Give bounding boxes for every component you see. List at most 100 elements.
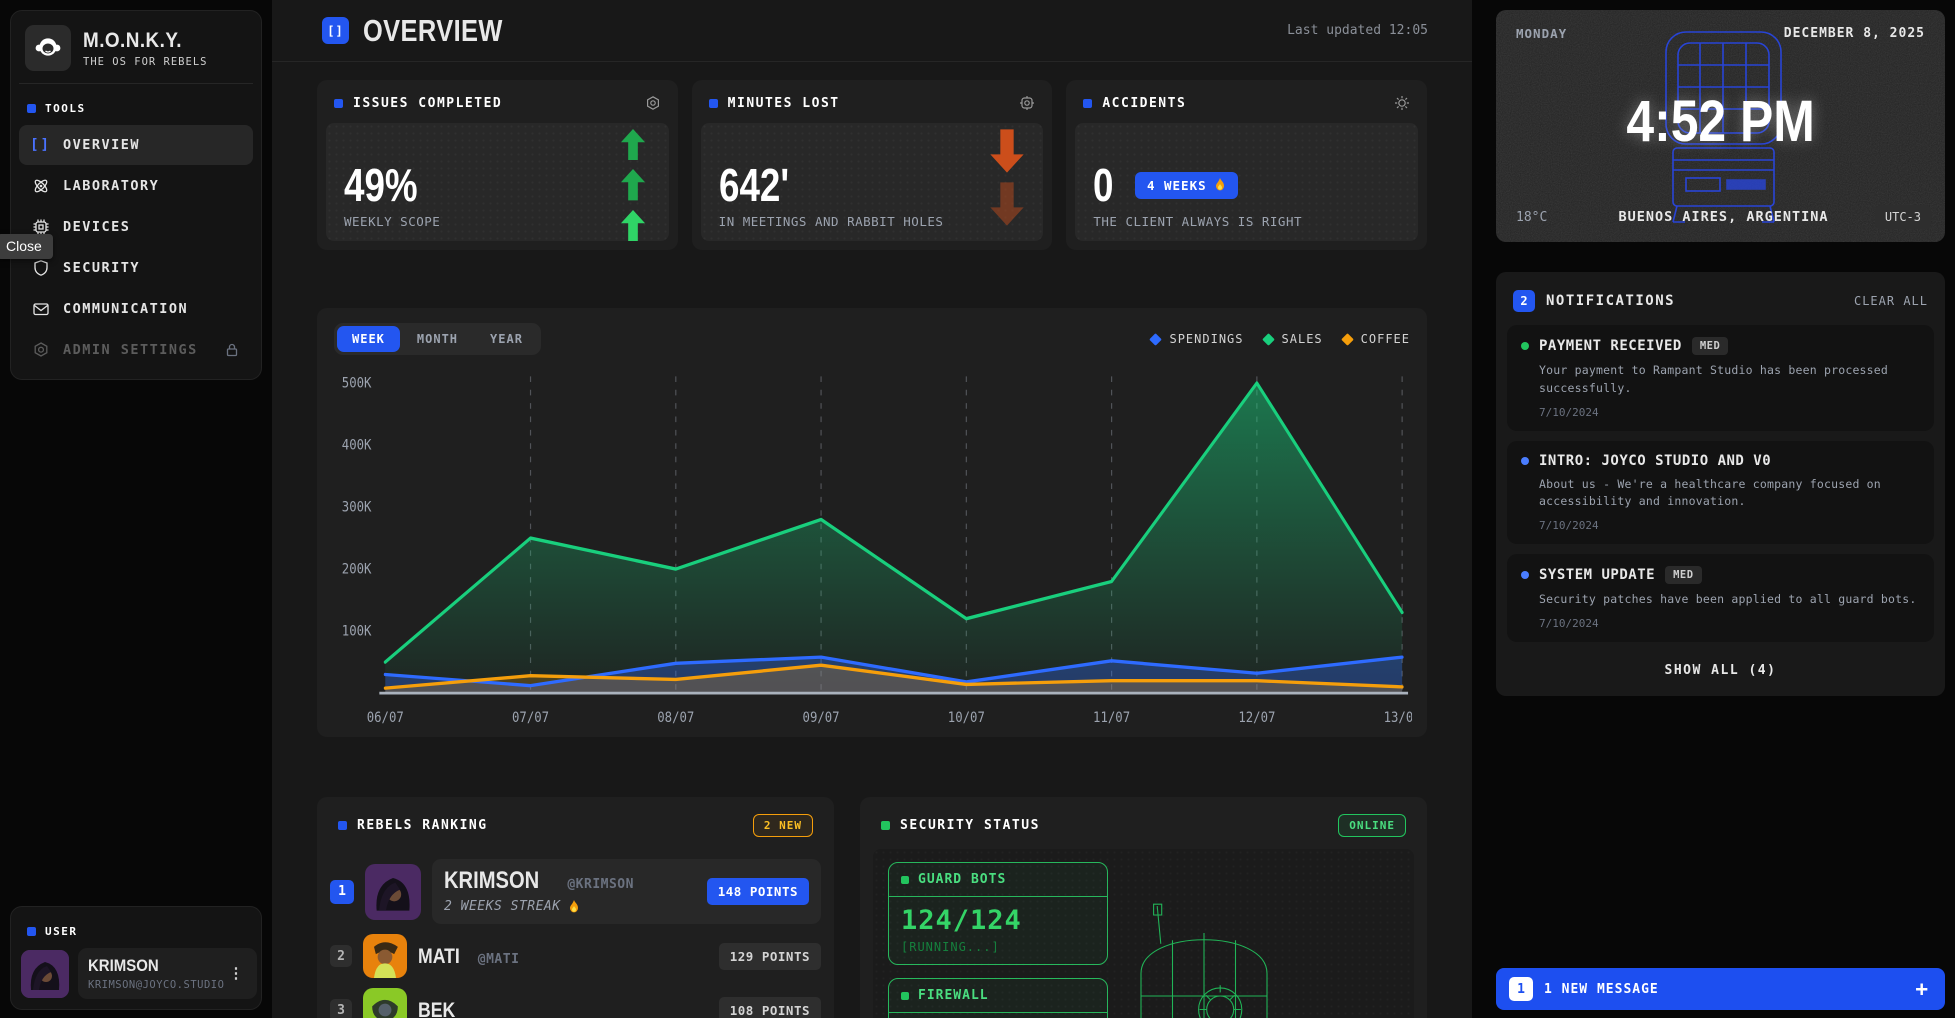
settings-chip-icon[interactable] <box>1019 95 1035 111</box>
notification-count-badge: 2 <box>1513 290 1535 312</box>
user-info: KRIMSON KRIMSON@JOYCO.STUDIO <box>88 956 224 991</box>
svg-text:200K: 200K <box>342 562 372 578</box>
notification-body: About us - We're a healthcare company fo… <box>1539 476 1881 509</box>
user-menu-button[interactable]: ⋮ <box>228 964 244 983</box>
guard-bots-box: GUARD BOTS 124/124 [RUNNING...] <box>888 862 1108 965</box>
settings-gear-icon[interactable] <box>645 95 661 111</box>
ranking-row-3[interactable]: 3 BEK 108 POINTS <box>330 988 821 1018</box>
svg-text:06/07: 06/07 <box>367 710 404 726</box>
legend-sales: SALES <box>1261 332 1323 346</box>
section-marker-icon <box>27 927 36 936</box>
sidebar-item-admin-settings[interactable]: ADMIN SETTINGS <box>19 330 253 370</box>
trend-down-arrows-icon <box>987 129 1027 241</box>
new-message-bar[interactable]: 1 1 NEW MESSAGE + <box>1496 968 1945 1010</box>
overview-title-icon: [] <box>322 17 349 44</box>
user-name: KRIMSON <box>88 956 159 975</box>
sidebar-item-laboratory[interactable]: LABORATORY <box>19 166 253 206</box>
date-label: DECEMBER 8, 2025 <box>1783 26 1925 41</box>
clear-all-button[interactable]: CLEAR ALL <box>1853 294 1928 308</box>
main-header: [] OVERVIEW Last updated 12:05 <box>272 0 1472 62</box>
accidents-streak-badge: 4 WEEKS <box>1134 171 1238 199</box>
trend-up-arrows-icon <box>613 129 653 241</box>
tab-week[interactable]: WEEK <box>337 326 400 352</box>
shield-icon <box>31 259 50 278</box>
rebel-streak: 2 WEEKS STREAK <box>444 899 561 914</box>
tools-section-label: TOOLS <box>19 92 253 125</box>
app-title: M.O.N.K.Y. <box>83 28 183 52</box>
user-avatar <box>21 949 69 998</box>
app-subtitle: THE OS FOR REBELS <box>83 55 208 68</box>
main-body: ISSUES COMPLETED 49% <box>272 62 1472 1018</box>
time-display: 4:52 PM <box>1626 89 1815 154</box>
notification-item-payment[interactable]: PAYMENT RECEIVED MED Your payment to Ram… <box>1507 325 1934 431</box>
svg-text:12/07: 12/07 <box>1238 710 1275 726</box>
notification-item-intro[interactable]: INTRO: JOYCO STUDIO AND V0 About us - We… <box>1507 440 1934 545</box>
rebels-ranking-card: REBELS RANKING 2 NEW 1 <box>317 797 834 1018</box>
sidebar-item-devices[interactable]: DEVICES <box>19 207 253 247</box>
firewall-box: FIREWALL 99.9% <box>888 978 1108 1018</box>
sidebar-item-overview[interactable]: [] OVERVIEW <box>19 125 253 165</box>
sidebar-item-communication[interactable]: COMMUNICATION <box>19 289 253 329</box>
card-marker-icon <box>334 98 343 108</box>
new-count-badge: 2 NEW <box>752 814 813 837</box>
logo-row: M.O.N.K.Y. THE OS FOR REBELS <box>19 19 253 84</box>
tab-month[interactable]: MONTH <box>416 332 459 346</box>
rank-number: 1 <box>330 879 354 904</box>
user-email: KRIMSON@JOYCO.STUDIO <box>88 979 225 991</box>
rank-number: 2 <box>330 945 352 967</box>
notification-body: Security patches have been applied to al… <box>1539 592 1917 607</box>
show-all-button[interactable]: SHOW ALL (4) <box>1664 663 1777 679</box>
stat-value: 0 <box>1093 159 1114 211</box>
status-dot-icon <box>1521 456 1529 465</box>
sidebar-item-security[interactable]: SECURITY <box>19 248 253 288</box>
avatar <box>363 988 407 1018</box>
ranking-row-1[interactable]: 1 KRIMSON <box>330 859 821 924</box>
stat-value: 642' <box>718 159 789 211</box>
status-dot-icon <box>1521 342 1529 350</box>
card-marker-icon <box>881 821 890 830</box>
settings-cog-icon[interactable] <box>1394 95 1410 111</box>
diamond-swatch-icon <box>1149 332 1163 346</box>
priority-badge: MED <box>1691 337 1729 355</box>
main-content: [] OVERVIEW Last updated 12:05 ISSUES CO… <box>272 0 1472 1018</box>
ranking-row-2[interactable]: 2 MATI @MATI <box>330 934 821 978</box>
rebel-name: KRIMSON <box>444 867 540 894</box>
card-marker-icon <box>338 821 347 830</box>
utc-offset-badge: UTC-3 <box>1874 205 1931 229</box>
notification-item-system[interactable]: SYSTEM UPDATE MED Security patches have … <box>1507 554 1934 643</box>
priority-badge: MED <box>1665 566 1702 585</box>
stat-card-minutes: MINUTES LOST 642' <box>691 80 1053 250</box>
notification-date: 7/10/2024 <box>1539 519 1599 533</box>
rebel-handle: @MATI <box>477 951 520 967</box>
avatar <box>365 863 421 920</box>
section-marker-icon <box>27 104 36 113</box>
user-info-panel: KRIMSON KRIMSON@JOYCO.STUDIO ⋮ <box>78 948 258 999</box>
stat-title: MINUTES LOST <box>727 95 840 111</box>
points-badge: 148 POINTS <box>706 878 809 905</box>
bottom-row: REBELS RANKING 2 NEW 1 <box>317 797 1427 1018</box>
svg-text:07/07: 07/07 <box>512 710 549 726</box>
stat-caption: THE CLIENT ALWAYS IS RIGHT <box>1093 214 1303 229</box>
location-label: BUENOS AIRES, ARGENTINA <box>1618 209 1829 225</box>
points-badge: 129 POINTS <box>718 942 821 970</box>
tab-year[interactable]: YEAR <box>490 332 523 346</box>
gear-icon <box>31 341 50 360</box>
notification-body: Your payment to Rampant Studio has been … <box>1539 363 1889 395</box>
stat-title: ACCIDENTS <box>1102 95 1187 111</box>
plus-icon[interactable]: + <box>1915 976 1928 1001</box>
rank-number: 3 <box>330 999 352 1018</box>
chart-range-tabs: WEEK MONTH YEAR <box>334 323 541 355</box>
stat-caption: IN MEETINGS AND RABBIT HOLES <box>718 214 944 229</box>
legend-spendings: SPENDINGS <box>1149 332 1243 346</box>
monkey-logo-icon <box>25 25 71 71</box>
stat-card-accidents: ACCIDENTS 0 4 WEEKS <box>1066 80 1428 250</box>
sidebar: M.O.N.K.Y. THE OS FOR REBELS TOOLS [] OV… <box>0 0 272 1018</box>
svg-text:500K: 500K <box>342 376 372 392</box>
svg-text:400K: 400K <box>342 438 372 454</box>
legend-coffee: COFFEE <box>1340 332 1410 346</box>
area-chart: 100K 200K 300K 400K 500K 06/07 07/07 08/07 09/07… <box>332 363 1412 731</box>
logo-text: M.O.N.K.Y. THE OS FOR REBELS <box>83 29 207 68</box>
guard-bot-wireframe <box>1114 873 1294 1018</box>
svg-text:10/07: 10/07 <box>948 710 985 726</box>
message-count-badge: 1 <box>1509 977 1533 1001</box>
